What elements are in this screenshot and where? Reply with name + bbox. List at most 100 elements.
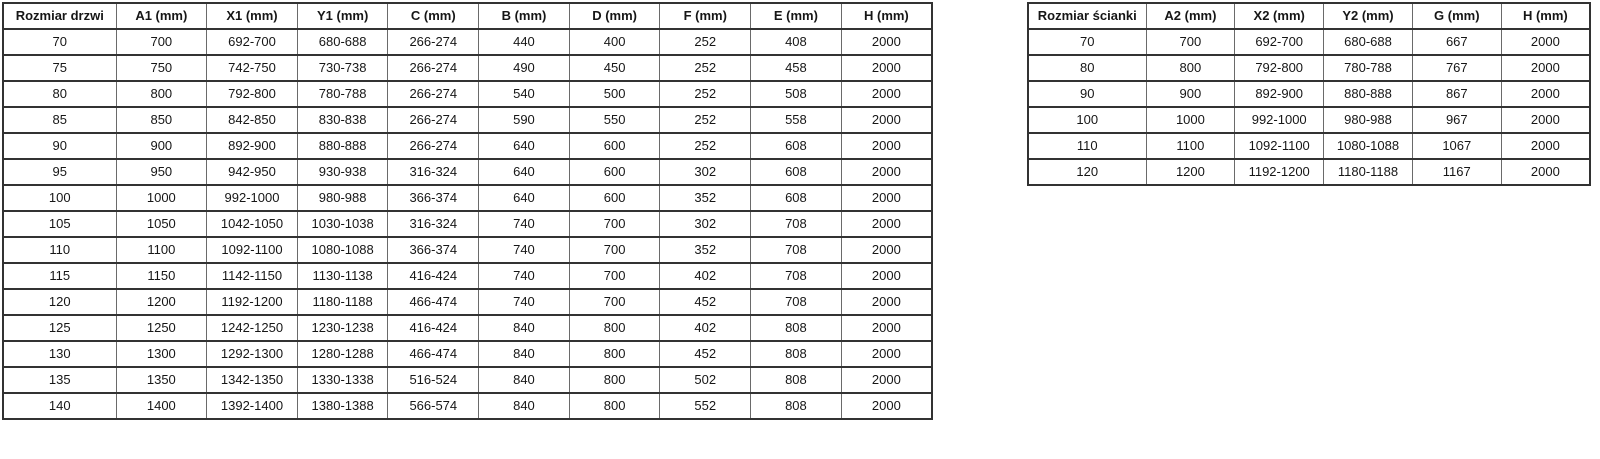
table-cell: 750 — [115, 54, 208, 82]
table-cell: 800 — [568, 392, 661, 420]
table-cell: 1380-1388 — [296, 392, 389, 420]
table-cell: 466-474 — [387, 288, 480, 316]
table-cell: 100 — [2, 184, 117, 212]
table-cell: 608 — [750, 184, 842, 212]
table-cell: 1100 — [1145, 132, 1236, 160]
table-cell: 1050 — [115, 210, 208, 238]
table-cell: 402 — [659, 262, 752, 290]
table-row: 75 750 742-750 730-738 266-274 490 450 252 458 20… — [2, 54, 933, 82]
table-cell: 105 — [2, 210, 117, 238]
table-cell: 302 — [659, 158, 752, 186]
table-cell: 792-800 — [1234, 54, 1325, 82]
table-cell: 540 — [478, 80, 570, 108]
column-header: B (mm) — [478, 2, 570, 30]
column-header: H (mm) — [1500, 2, 1591, 30]
table-cell: 552 — [659, 392, 752, 420]
door-sizes-table: Rozmiar drzwi A1 (mm) X1 (mm) Y1 (mm) C (mm)… — [2, 2, 933, 420]
table-cell: 700 — [568, 288, 661, 316]
table-cell: 352 — [659, 236, 752, 264]
table-cell: 2000 — [840, 392, 933, 420]
table-cell: 140 — [2, 392, 117, 420]
table-cell: 708 — [750, 262, 842, 290]
table-cell: 1242-1250 — [206, 314, 298, 342]
table-cell: 252 — [659, 80, 752, 108]
table-cell: 2000 — [840, 236, 933, 264]
table-cell: 1100 — [115, 236, 208, 264]
table-cell: 730-738 — [296, 54, 389, 82]
column-header: G (mm) — [1411, 2, 1502, 30]
table-cell: 90 — [2, 132, 117, 160]
table-cell: 1230-1238 — [296, 314, 389, 342]
table-cell: 1392-1400 — [206, 392, 298, 420]
table-cell: 466-474 — [387, 340, 480, 368]
table-cell: 640 — [478, 158, 570, 186]
table-cell: 1080-1088 — [296, 236, 389, 264]
table-cell: 692-700 — [206, 28, 298, 56]
table-cell: 892-900 — [206, 132, 298, 160]
table-cell: 252 — [659, 28, 752, 56]
table-row: 85 850 842-850 830-838 266-274 590 550 252 558 20… — [2, 106, 933, 134]
table-cell: 2000 — [840, 340, 933, 368]
table-cell: 1250 — [115, 314, 208, 342]
table-cell: 767 — [1411, 54, 1502, 82]
table-cell: 450 — [568, 54, 661, 82]
table-cell: 800 — [115, 80, 208, 108]
table-cell: 2000 — [840, 132, 933, 160]
table-cell: 740 — [478, 236, 570, 264]
column-header: H (mm) — [840, 2, 933, 30]
table-cell: 85 — [2, 106, 117, 134]
table-cell: 70 — [2, 28, 117, 56]
table-cell: 808 — [750, 366, 842, 394]
table-cell: 867 — [1411, 80, 1502, 108]
table-cell: 680-688 — [1323, 28, 1413, 56]
table-cell: 1400 — [115, 392, 208, 420]
table-cell: 1150 — [115, 262, 208, 290]
table-row: 100 1000 992-1000 980-988 967 2000 — [1027, 106, 1591, 134]
table-cell: 416-424 — [387, 262, 480, 290]
table-cell: 90 — [1027, 80, 1147, 108]
table-cell: 980-988 — [1323, 106, 1413, 134]
table-cell: 780-788 — [1323, 54, 1413, 82]
table-cell: 992-1000 — [206, 184, 298, 212]
wall-panel-sizes-table: Rozmiar ścianki A2 (mm) X2 (mm) Y2 (mm) G (m… — [1027, 2, 1591, 186]
table-cell: 1192-1200 — [206, 288, 298, 316]
table-cell: 1092-1100 — [1234, 132, 1325, 160]
table-row: 80 800 792-800 780-788 767 2000 — [1027, 54, 1591, 82]
table-cell: 840 — [478, 340, 570, 368]
table-cell: 600 — [568, 158, 661, 186]
table-cell: 692-700 — [1234, 28, 1325, 56]
table-cell: 252 — [659, 132, 752, 160]
column-header: A2 (mm) — [1145, 2, 1236, 30]
table-cell: 80 — [1027, 54, 1147, 82]
table-cell: 2000 — [1500, 158, 1591, 186]
table-cell: 800 — [568, 366, 661, 394]
table-row: 90 900 892-900 880-888 867 2000 — [1027, 80, 1591, 108]
table-cell: 808 — [750, 340, 842, 368]
table-cell: 408 — [750, 28, 842, 56]
table-cell: 252 — [659, 54, 752, 82]
table-cell: 700 — [568, 262, 661, 290]
table-cell: 800 — [1145, 54, 1236, 82]
table-cell: 608 — [750, 132, 842, 160]
column-header: Y1 (mm) — [296, 2, 389, 30]
table-cell: 1200 — [1145, 158, 1236, 186]
table-cell: 1067 — [1411, 132, 1502, 160]
table-cell: 780-788 — [296, 80, 389, 108]
table-row: 95 950 942-950 930-938 316-324 640 600 302 608 20… — [2, 158, 933, 186]
table-cell: 640 — [478, 132, 570, 160]
table-cell: 1292-1300 — [206, 340, 298, 368]
table-cell: 516-524 — [387, 366, 480, 394]
table-cell: 840 — [478, 392, 570, 420]
table-cell: 850 — [115, 106, 208, 134]
table-cell: 502 — [659, 366, 752, 394]
table-cell: 1192-1200 — [1234, 158, 1325, 186]
table-cell: 1280-1288 — [296, 340, 389, 368]
table-cell: 900 — [1145, 80, 1236, 108]
table-cell: 75 — [2, 54, 117, 82]
table-cell: 1000 — [115, 184, 208, 212]
table-cell: 1142-1150 — [206, 262, 298, 290]
table-cell: 708 — [750, 210, 842, 238]
table-cell: 500 — [568, 80, 661, 108]
table-cell: 266-274 — [387, 132, 480, 160]
table-cell: 740 — [478, 288, 570, 316]
